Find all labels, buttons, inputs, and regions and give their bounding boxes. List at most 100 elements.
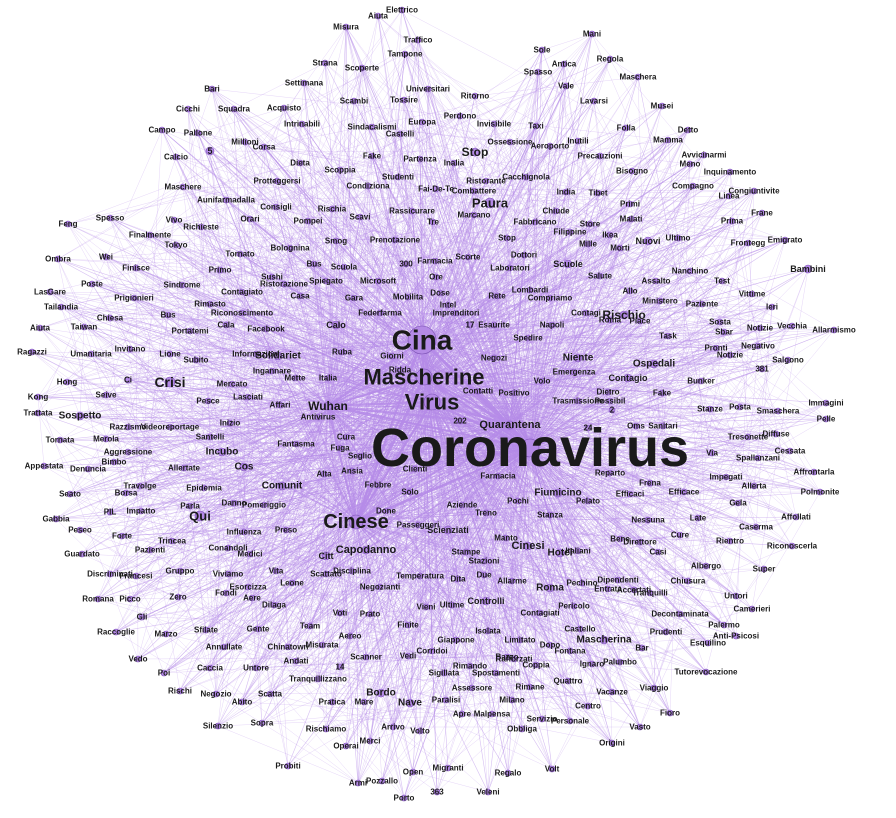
- label-pallone: Pallone: [184, 129, 213, 138]
- edge: [59, 439, 619, 581]
- label-tossire: Tossire: [390, 96, 418, 105]
- edge: [327, 405, 613, 744]
- label-task: Task: [659, 332, 677, 341]
- label-bari: Bari: [204, 85, 220, 94]
- edge: [569, 425, 664, 722]
- edge: [435, 188, 651, 484]
- edge: [427, 88, 699, 519]
- node-primo: [216, 266, 224, 274]
- label-ieri: Ieri: [766, 303, 778, 312]
- edge: [141, 616, 359, 784]
- edge: [173, 219, 329, 407]
- edge: [81, 247, 621, 555]
- node-stop: [503, 234, 511, 242]
- edge: [523, 254, 531, 449]
- label-untori: Untori: [724, 592, 748, 601]
- edge: [423, 376, 509, 774]
- label-controlli: Controlli: [468, 596, 505, 606]
- edge: [381, 424, 511, 782]
- edge: [365, 549, 383, 782]
- edge: [493, 324, 497, 674]
- edge: [525, 145, 551, 178]
- edge: [135, 339, 423, 577]
- edge: [577, 140, 737, 637]
- edge: [215, 691, 613, 695]
- label-spallanzani: Spallanzani: [736, 454, 780, 463]
- edge: [67, 162, 301, 225]
- edge: [60, 306, 423, 341]
- edge: [173, 219, 436, 262]
- label-rete: Rete: [488, 292, 506, 301]
- edge: [60, 306, 329, 407]
- edge: [525, 176, 671, 714]
- label-malati: Malati: [620, 215, 643, 224]
- edge: [361, 67, 476, 153]
- edge: [209, 150, 449, 306]
- edge: [431, 401, 513, 701]
- label-vedi: Vedi: [400, 652, 416, 661]
- edge: [419, 158, 531, 449]
- edge: [509, 424, 553, 770]
- label-porto: Porto: [394, 794, 415, 803]
- edge: [115, 401, 433, 633]
- label-compagno: Compagno: [672, 182, 714, 191]
- label-late: Late: [690, 514, 707, 523]
- edge: [639, 613, 681, 728]
- edge: [579, 457, 759, 630]
- edge: [211, 88, 669, 141]
- node-richieste: [197, 223, 205, 231]
- label-mobilita: Mobilita: [393, 293, 424, 302]
- edge: [427, 88, 489, 793]
- label-ansia: Ansia: [341, 467, 363, 476]
- label-hong: Hong: [57, 378, 78, 387]
- label-maschera: Maschera: [620, 73, 657, 82]
- node-linea: [725, 192, 733, 200]
- edge: [355, 401, 433, 523]
- edge: [487, 391, 609, 793]
- edge: [169, 331, 725, 355]
- edge: [39, 327, 641, 543]
- edge: [521, 718, 543, 730]
- edge: [209, 121, 423, 438]
- edge: [275, 570, 473, 689]
- edge: [39, 327, 513, 582]
- label-arrivo: Arrivo: [381, 723, 405, 732]
- edge: [227, 328, 267, 549]
- edge: [609, 234, 765, 570]
- edge: [529, 447, 681, 536]
- edge: [211, 88, 702, 382]
- edge: [109, 405, 329, 513]
- edge: [291, 169, 341, 584]
- label-crisi: Crisi: [154, 374, 185, 390]
- label-spedire: Spedire: [513, 334, 543, 343]
- edge: [529, 447, 713, 454]
- edge: [133, 71, 539, 299]
- edge: [485, 180, 641, 543]
- node-crisi: [164, 376, 176, 388]
- edge: [427, 88, 641, 543]
- edge: [427, 88, 587, 314]
- edge: [405, 263, 661, 302]
- edge: [81, 553, 553, 770]
- label-maschere: Maschere: [165, 183, 202, 192]
- edge: [275, 123, 303, 208]
- label-viaggio: Viaggio: [640, 684, 669, 693]
- edge: [391, 127, 627, 357]
- edge: [351, 447, 531, 572]
- edge: [129, 263, 315, 350]
- edge: [379, 188, 437, 314]
- node-fiumicino: [553, 488, 563, 498]
- edge: [81, 405, 329, 555]
- edge: [271, 276, 529, 339]
- edge: [534, 221, 541, 614]
- edge: [105, 394, 211, 669]
- edge: [207, 206, 277, 402]
- edge: [59, 439, 357, 523]
- edge: [327, 237, 508, 407]
- edge: [105, 9, 403, 396]
- node-mille: [584, 240, 592, 248]
- edge: [241, 650, 433, 703]
- edge: [149, 199, 227, 236]
- edge: [79, 221, 536, 531]
- label-fake: Fake: [653, 389, 672, 398]
